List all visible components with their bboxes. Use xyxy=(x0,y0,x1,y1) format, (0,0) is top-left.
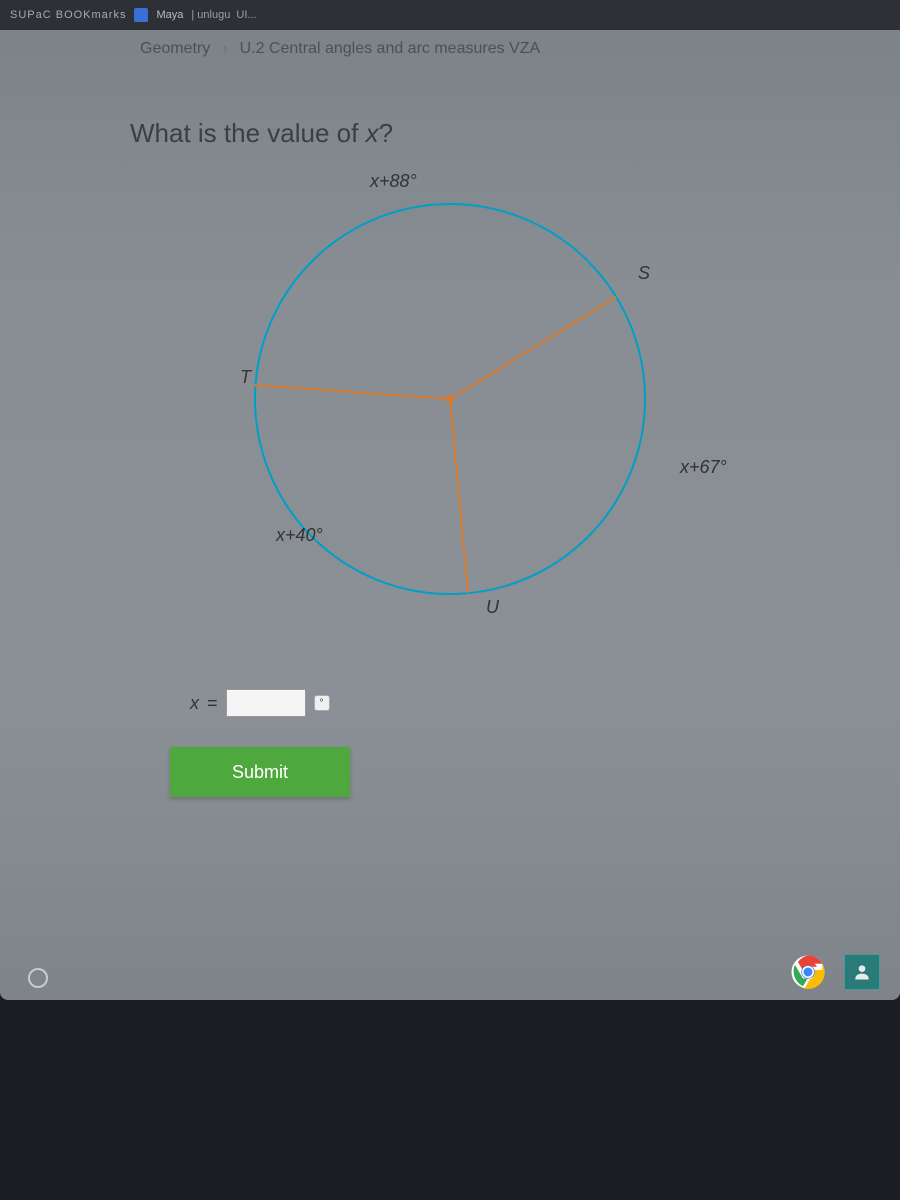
bookmarks-label: SUPaC BOOKmarks xyxy=(10,9,126,21)
breadcrumb-topic[interactable]: U.2 Central angles and arc measures VZA xyxy=(240,40,541,58)
screen-area: SUPaC BOOKmarks Maya | unlugu UI... Geom… xyxy=(0,0,900,1000)
answer-row: x = ° xyxy=(190,689,770,717)
answer-x-label: x xyxy=(190,693,199,714)
circle-diagram: x+88°x+67°x+40° TSU xyxy=(190,179,710,659)
point-label-U: U xyxy=(486,597,499,618)
question-var: x xyxy=(366,118,379,148)
breadcrumb-subject[interactable]: Geometry xyxy=(140,40,210,58)
browser-top-bar: SUPaC BOOKmarks Maya | unlugu UI... xyxy=(0,0,900,30)
submit-button[interactable]: Submit xyxy=(170,747,350,797)
degree-badge[interactable]: ° xyxy=(314,695,330,711)
arc-label-2: x+40° xyxy=(276,525,323,546)
user-label: Maya xyxy=(156,9,183,21)
point-label-T: T xyxy=(240,367,251,388)
question-suffix: ? xyxy=(379,118,393,148)
os-circle-icon[interactable] xyxy=(28,968,48,988)
chrome-icon[interactable] xyxy=(790,954,826,990)
point-label-S: S xyxy=(638,263,650,284)
answer-equals: = xyxy=(207,693,218,714)
arc-label-1: x+67° xyxy=(680,457,727,478)
radius-0 xyxy=(254,385,450,399)
truncated-text: | unlugu UI... xyxy=(191,9,256,21)
circle-svg xyxy=(190,179,710,619)
user-app-icon[interactable] xyxy=(844,954,880,990)
arc-label-0: x+88° xyxy=(370,171,417,192)
question-prefix: What is the value of xyxy=(130,118,366,148)
bookmark-icon xyxy=(134,8,148,22)
question-text: What is the value of x? xyxy=(130,118,770,149)
radius-1 xyxy=(450,297,616,399)
breadcrumb-separator: › xyxy=(222,40,227,58)
center-dot xyxy=(446,395,454,403)
breadcrumb: Geometry › U.2 Central angles and arc me… xyxy=(0,30,900,68)
content-area: What is the value of x? x+88°x+67°x+40° … xyxy=(130,118,770,797)
answer-input[interactable] xyxy=(226,689,306,717)
radius-2 xyxy=(450,399,468,593)
taskbar-icons xyxy=(790,954,880,990)
